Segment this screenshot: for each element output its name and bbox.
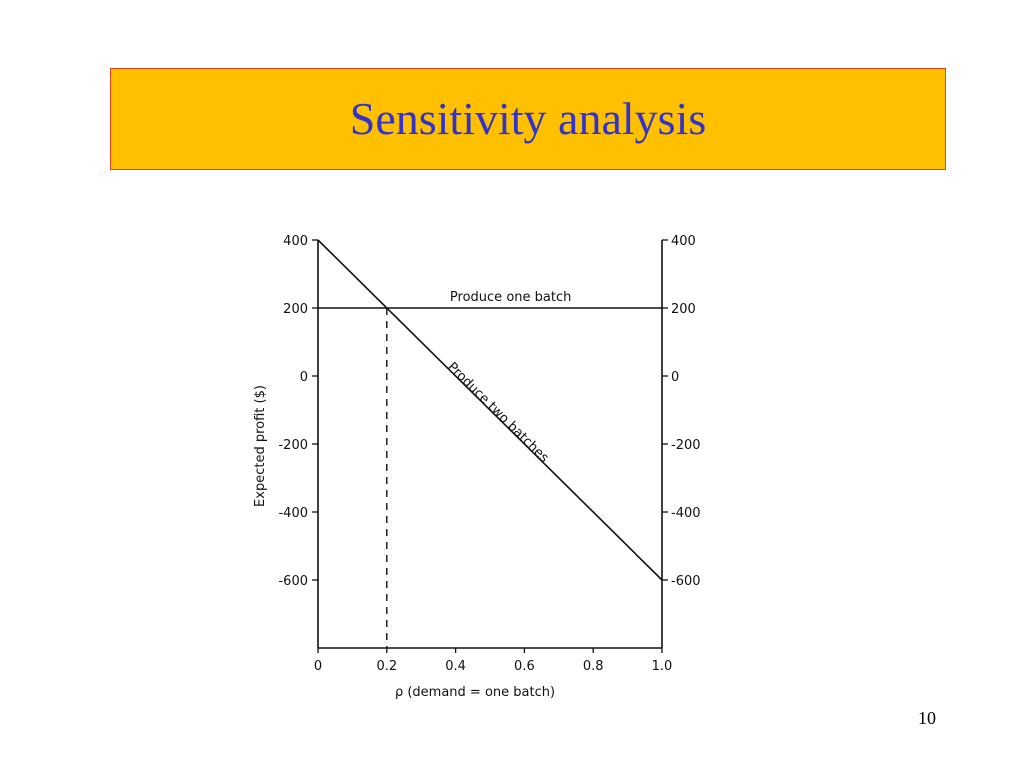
y-tick-label-right: 400 bbox=[671, 234, 696, 249]
x-tick-label: 0.2 bbox=[376, 659, 397, 674]
x-tick-label: 0 bbox=[314, 659, 322, 674]
y-tick-label-right: -600 bbox=[671, 574, 701, 589]
series-line-produce-two-batches bbox=[317, 239, 663, 581]
y-tick-label-right: -400 bbox=[671, 506, 701, 521]
title-banner: Sensitivity analysis bbox=[110, 68, 946, 170]
y-tick-label-left: -600 bbox=[278, 574, 308, 589]
series-label-produce-two-batches: Produce two batches bbox=[444, 360, 551, 466]
slide-title: Sensitivity analysis bbox=[349, 93, 707, 144]
sensitivity-chart: 400 400 200 200 0 0 -200 -200 -400 -400 -600 -600 0 0… bbox=[240, 222, 720, 712]
x-tick-label: 0.4 bbox=[445, 659, 466, 674]
series-label-produce-one-batch: Produce one batch bbox=[450, 290, 571, 305]
y-tick-label-right: 0 bbox=[671, 370, 679, 385]
x-tick-label: 0.8 bbox=[583, 659, 604, 674]
y-tick-label-right: 200 bbox=[671, 302, 696, 317]
y-axis-label: Expected profit ($) bbox=[253, 385, 268, 507]
y-tick-label-right: -200 bbox=[671, 438, 701, 453]
x-tick-label: 1.0 bbox=[652, 659, 673, 674]
y-tick-label-left: 0 bbox=[300, 370, 308, 385]
y-tick-label-left: -200 bbox=[278, 438, 308, 453]
y-tick-label-left: -400 bbox=[278, 506, 308, 521]
chart-svg: 400 400 200 200 0 0 -200 -200 -400 -400 -600 -600 0 0… bbox=[253, 234, 701, 700]
x-axis-label: ρ (demand = one batch) bbox=[395, 685, 555, 700]
y-tick-label-left: 200 bbox=[283, 302, 308, 317]
page-number: 10 bbox=[918, 708, 936, 728]
x-tick-label: 0.6 bbox=[514, 659, 535, 674]
y-tick-label-left: 400 bbox=[283, 234, 308, 249]
